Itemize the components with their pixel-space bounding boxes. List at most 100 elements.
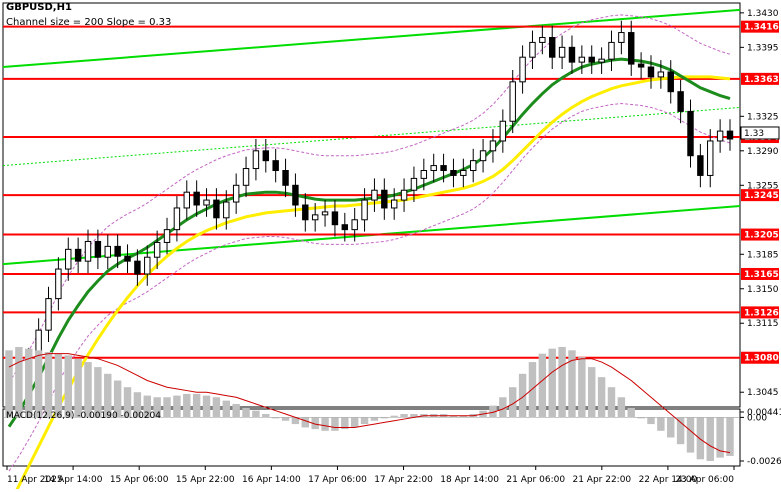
level-tag xyxy=(741,306,779,319)
candle-body xyxy=(114,245,121,257)
macd-hist-bar xyxy=(380,417,389,419)
time-axis-label: 21 Apr 06:00 xyxy=(506,475,565,485)
candle-body xyxy=(726,130,734,140)
macd-hist-bar xyxy=(726,417,734,456)
level-tag xyxy=(741,351,779,364)
candle-body xyxy=(223,201,230,219)
level-tag xyxy=(741,189,779,202)
macd-hist-bar xyxy=(657,417,665,431)
macd-hist-bar xyxy=(301,417,310,428)
time-axis-label: 22 Apr 14:00 xyxy=(639,475,698,485)
macd-hist-bar xyxy=(84,362,92,418)
candle-body xyxy=(104,245,111,258)
time-axis-label: 21 Apr 22:00 xyxy=(572,475,631,485)
level-tag-label: 1.3245 xyxy=(744,191,779,201)
time-axis-label: 14 Apr 14:00 xyxy=(44,475,103,485)
macd-hist-bar xyxy=(627,407,635,418)
candle-body xyxy=(430,165,437,172)
macd-axis-label: -0.00264 xyxy=(747,457,781,467)
level-tag-label: 1.3416 xyxy=(744,23,779,33)
candle-body xyxy=(677,91,684,112)
time-axis-label: 16 Apr 14:00 xyxy=(242,475,301,485)
candle-body xyxy=(716,130,724,142)
macd-hist-bar xyxy=(94,367,102,418)
candle-body xyxy=(84,240,92,262)
macd-hist-bar xyxy=(588,367,596,418)
candle-body xyxy=(400,189,408,201)
candle-body xyxy=(153,241,161,258)
candle-body xyxy=(183,191,190,209)
macd-hist-bar xyxy=(15,346,23,418)
macd-hist-bar xyxy=(706,417,714,461)
macd-hist-bar xyxy=(518,373,527,418)
macd-hist-bar xyxy=(183,393,191,418)
macd-hist-bar xyxy=(252,410,260,418)
price-panel-frame xyxy=(2,2,741,408)
candle-body xyxy=(450,170,457,176)
candle-body xyxy=(55,268,62,300)
macd-hist-bar xyxy=(34,350,43,418)
candle-body xyxy=(361,199,368,221)
candle-body xyxy=(124,255,131,262)
time-axis-label: 15 Apr 06:00 xyxy=(110,475,169,485)
macd-hist-bar xyxy=(410,414,418,418)
candle-body xyxy=(707,140,714,176)
price-axis-label: 1.3115 xyxy=(747,319,779,329)
candle-body xyxy=(213,199,220,219)
macd-hist-bar xyxy=(153,397,161,418)
current-price-tag xyxy=(740,126,780,140)
macd-hist-bar xyxy=(548,348,556,418)
candle-body xyxy=(74,248,82,262)
level-tag xyxy=(741,72,779,85)
macd-hist-bar xyxy=(508,387,517,418)
macd-hist-bar xyxy=(222,400,231,418)
candle-body xyxy=(628,32,635,65)
candle-body xyxy=(252,150,260,170)
macd-hist-bar xyxy=(449,415,458,418)
macd-panel-frame xyxy=(2,408,741,467)
candle-body xyxy=(460,170,467,176)
macd-hist-bar xyxy=(489,405,497,418)
symbol-label: GBPUSD,H1 xyxy=(6,2,72,13)
level-tag-label: 1.3126 xyxy=(744,308,779,318)
macd-hist-bar xyxy=(104,373,112,418)
macd-axis-label: 0.00441 xyxy=(747,408,781,418)
macd-hist-bar xyxy=(262,414,270,418)
price-axis-label: 1.3045 xyxy=(747,388,779,398)
level-tag-label: 1.3205 xyxy=(744,231,779,241)
candle-body xyxy=(588,56,595,63)
candle-body xyxy=(144,256,151,275)
macd-hist-bar xyxy=(311,417,319,430)
macd-hist-bar xyxy=(558,346,566,418)
macd-hist-bar xyxy=(637,417,645,419)
candle-body xyxy=(539,36,546,43)
candle-body xyxy=(697,155,704,176)
time-axis-label: 17 Apr 06:00 xyxy=(308,475,367,485)
macd-hist-bar xyxy=(360,417,369,425)
macd-hist-bar xyxy=(331,417,339,431)
macd-hist-bar xyxy=(123,387,132,418)
macd-hist-bar xyxy=(568,350,576,418)
candle-body xyxy=(94,240,102,258)
candle-body xyxy=(134,260,141,275)
macd-hist-bar xyxy=(44,352,53,418)
candle-body xyxy=(173,207,181,231)
price-axis-label: 1.3255 xyxy=(747,181,779,191)
macd-signal-line xyxy=(8,353,731,454)
candle-body xyxy=(163,229,171,243)
macd-hist-bar xyxy=(459,415,468,418)
ma-slow-line xyxy=(14,75,731,492)
macd-hist-bar xyxy=(607,387,616,418)
macd-hist-bar xyxy=(321,417,329,431)
candle-body xyxy=(469,160,477,172)
current-price-label: 1.33 xyxy=(744,129,764,139)
macd-hist-bar xyxy=(528,362,537,418)
level-tag-label: 1.3165 xyxy=(744,270,779,280)
candle-body xyxy=(509,81,516,122)
price-axis-label: 1.3430 xyxy=(747,9,779,19)
macd-hist-bar xyxy=(400,414,408,418)
candle-body xyxy=(390,199,398,209)
candle-body xyxy=(647,66,655,78)
